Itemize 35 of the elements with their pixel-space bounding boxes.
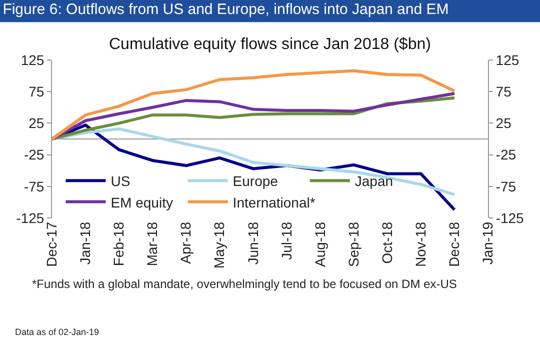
x-tick-label: Mar-18 xyxy=(144,222,160,266)
x-tick-label: May-18 xyxy=(211,222,228,268)
legend-label: EM equity xyxy=(110,194,173,210)
x-tick-label: Jul-18 xyxy=(278,222,294,260)
chart-subtitle: Cumulative equity flows since Jan 2018 ($bn) xyxy=(109,36,431,53)
x-tick-label: Sep-18 xyxy=(345,222,362,267)
text: *Funds with a global mandate, overwhelmingly tend to be focused on DM ex-US xyxy=(32,277,457,291)
y-tick-label: -125 xyxy=(16,210,44,226)
x-tick-label: Jun-18 xyxy=(244,222,261,265)
y-tick-label: -75 xyxy=(24,178,44,194)
x-tick-label: Jan-19 xyxy=(480,222,496,265)
x-tick-label: Apr-18 xyxy=(178,222,194,264)
y2-tick-label: -25 xyxy=(496,146,516,163)
chart-title: Figure 6: Outflows from US and Europe, inflows into Japan and EM xyxy=(2,0,449,18)
x-tick-label: Dec-17 xyxy=(44,222,60,267)
y-tick-label: 75 xyxy=(28,84,44,100)
y2-tick-label: 75 xyxy=(496,84,512,100)
y2-tick-label: -125 xyxy=(496,210,524,226)
x-tick-label: Nov-18 xyxy=(412,222,428,267)
y2-tick-label: 125 xyxy=(496,52,520,68)
legend-label: Japan xyxy=(354,173,394,190)
y-tick-label: 25 xyxy=(28,115,44,132)
x-tick-label: Oct-18 xyxy=(378,222,395,264)
text: Data as of 02-Jan-19 xyxy=(15,327,100,337)
y-tick-label: 125 xyxy=(20,52,44,68)
legend-label: International* xyxy=(232,194,316,210)
y-tick-label: -25 xyxy=(24,146,44,163)
x-tick-label: Dec-18 xyxy=(446,222,462,267)
x-tick-label: Jan-18 xyxy=(77,222,94,265)
legend-label: US xyxy=(110,173,130,190)
y2-tick-label: -75 xyxy=(496,178,516,194)
x-tick-label: Feb-18 xyxy=(110,222,127,266)
x-tick-label: Aug-18 xyxy=(312,222,328,267)
y2-tick-label: 25 xyxy=(496,115,512,132)
legend-label: Europe xyxy=(232,173,278,190)
